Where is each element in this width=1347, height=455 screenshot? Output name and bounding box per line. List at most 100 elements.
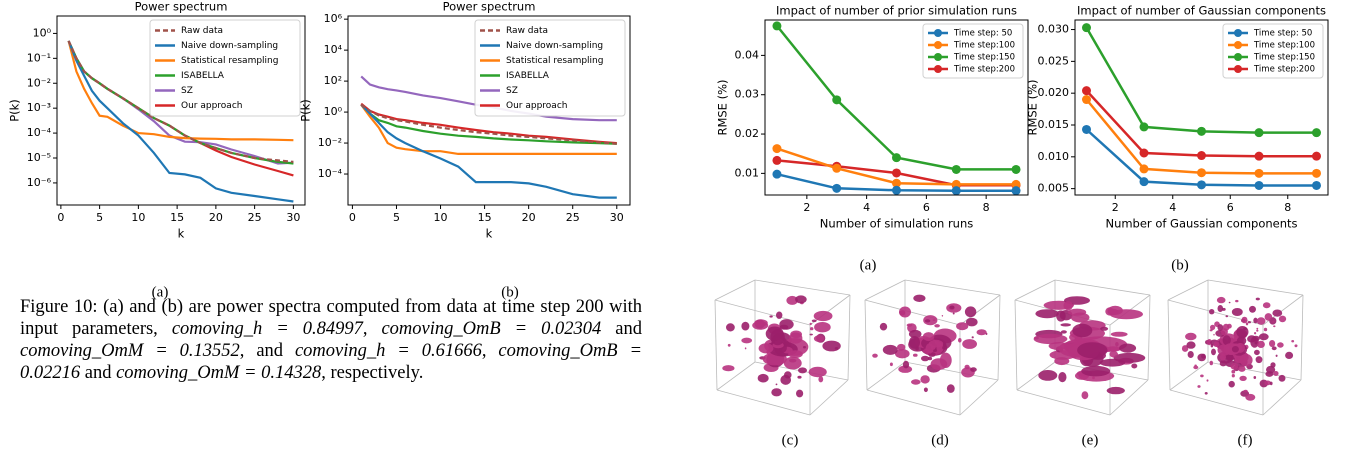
cube-edge xyxy=(866,389,961,416)
series-marker xyxy=(1197,151,1206,161)
series-line xyxy=(67,40,294,203)
density-blob xyxy=(1219,353,1226,361)
subfigure-label: (c) xyxy=(782,432,799,448)
density-blob xyxy=(741,321,750,331)
density-blob xyxy=(913,353,918,357)
series-marker xyxy=(892,153,901,163)
caption-text: , respectively. xyxy=(321,363,424,383)
density-blob xyxy=(1092,376,1095,380)
legend-label: Our approach xyxy=(181,101,242,111)
density-blob xyxy=(1110,331,1128,337)
series-line xyxy=(360,75,617,122)
cube-edge xyxy=(1109,379,1149,416)
chart-title: Power spectrum xyxy=(443,0,536,14)
density-blob xyxy=(1187,351,1194,358)
series-marker xyxy=(1254,128,1264,138)
y-tick-label: 10⁻² xyxy=(27,76,51,89)
density-blob xyxy=(962,339,977,349)
series-marker xyxy=(832,95,842,105)
density-blob xyxy=(956,322,969,331)
x-tick-label: 20 xyxy=(522,211,536,224)
x-tick-label: 10 xyxy=(131,211,145,224)
caption-text: Figure 10: (a) and (b) are power spectra… xyxy=(20,297,642,339)
density-blob xyxy=(1264,313,1273,321)
cube-edge xyxy=(1147,294,1151,381)
y-tick-label: 10² xyxy=(324,74,342,87)
density-blob xyxy=(1250,336,1259,348)
cube-edge xyxy=(904,279,1001,296)
y-tick-label: 10⁰ xyxy=(324,105,343,118)
density-blob xyxy=(1058,372,1067,383)
density-blob xyxy=(1278,374,1286,382)
density-blob xyxy=(889,362,893,367)
cube-edge xyxy=(1016,361,1056,391)
series-marker xyxy=(772,21,782,31)
x-axis-label: Number of Gaussian components xyxy=(1105,217,1297,231)
legend-label: Statistical resampling xyxy=(506,56,603,66)
series-line xyxy=(360,104,617,155)
density-blob xyxy=(1257,340,1265,348)
y-tick-label: 10⁻² xyxy=(318,136,342,149)
caption-parameter: comoving_OmM = 0.14328 xyxy=(116,363,322,383)
density-blob xyxy=(1186,341,1196,349)
density-blob xyxy=(1204,392,1208,395)
density-blob xyxy=(797,375,802,379)
density-blob xyxy=(758,343,774,354)
cube-edge xyxy=(959,294,1001,326)
density-blob xyxy=(1256,327,1259,330)
chart-title: Impact of number of prior simulation run… xyxy=(776,4,1017,18)
density-blob xyxy=(1262,302,1271,309)
x-tick-label: 2 xyxy=(1112,201,1119,214)
density-blob xyxy=(1266,365,1276,374)
y-tick-label: 10⁻⁴ xyxy=(318,167,343,180)
cube-edge xyxy=(1300,294,1304,381)
density-blob xyxy=(1216,296,1226,304)
volume-render xyxy=(864,279,1001,416)
series-marker xyxy=(1011,164,1021,174)
legend-label: Raw data xyxy=(181,26,223,36)
series-marker xyxy=(1254,168,1264,178)
x-axis-label: k xyxy=(486,227,493,241)
cube-edge xyxy=(866,361,906,391)
subfigure-label: (a) xyxy=(860,257,877,273)
density-blob xyxy=(1197,353,1206,362)
density-blob xyxy=(1231,308,1243,316)
density-blob xyxy=(1081,365,1111,377)
density-blob xyxy=(939,352,952,368)
density-blob xyxy=(932,319,936,321)
y-tick-label: 10⁰ xyxy=(33,26,52,39)
density-blob xyxy=(1239,353,1253,367)
legend-marker xyxy=(1234,41,1242,49)
x-tick-label: 10 xyxy=(434,211,448,224)
series-line xyxy=(360,103,617,145)
series-marker xyxy=(1254,151,1264,161)
x-tick-label: 25 xyxy=(566,211,580,224)
density-blob xyxy=(1119,343,1137,353)
density-blob xyxy=(776,311,783,319)
x-tick-label: 8 xyxy=(1284,201,1291,214)
x-tick-label: 15 xyxy=(478,211,492,224)
caption-parameter: comoving_OmB = 0.02304 xyxy=(381,319,602,339)
plot-frame xyxy=(347,15,631,206)
series-marker xyxy=(1197,180,1206,190)
series-marker xyxy=(772,144,782,154)
density-blob xyxy=(1245,322,1249,326)
cube-edge xyxy=(809,294,851,326)
density-blob xyxy=(726,323,735,332)
density-blob xyxy=(1099,358,1126,367)
x-tick-label: 20 xyxy=(209,211,223,224)
density-blob xyxy=(1258,333,1269,341)
density-blob xyxy=(1254,332,1257,335)
cube-edge xyxy=(754,279,851,296)
density-blob xyxy=(909,336,920,349)
series-marker xyxy=(1139,122,1149,132)
density-blob xyxy=(1033,333,1068,345)
legend-marker xyxy=(1234,65,1242,73)
density-blob xyxy=(1285,351,1294,359)
density-blob xyxy=(1209,309,1215,315)
density-blob xyxy=(1131,363,1138,369)
legend-marker xyxy=(934,53,942,61)
density-blob xyxy=(1258,358,1262,362)
cube-edge xyxy=(1169,361,1209,391)
density-blob xyxy=(970,367,977,372)
